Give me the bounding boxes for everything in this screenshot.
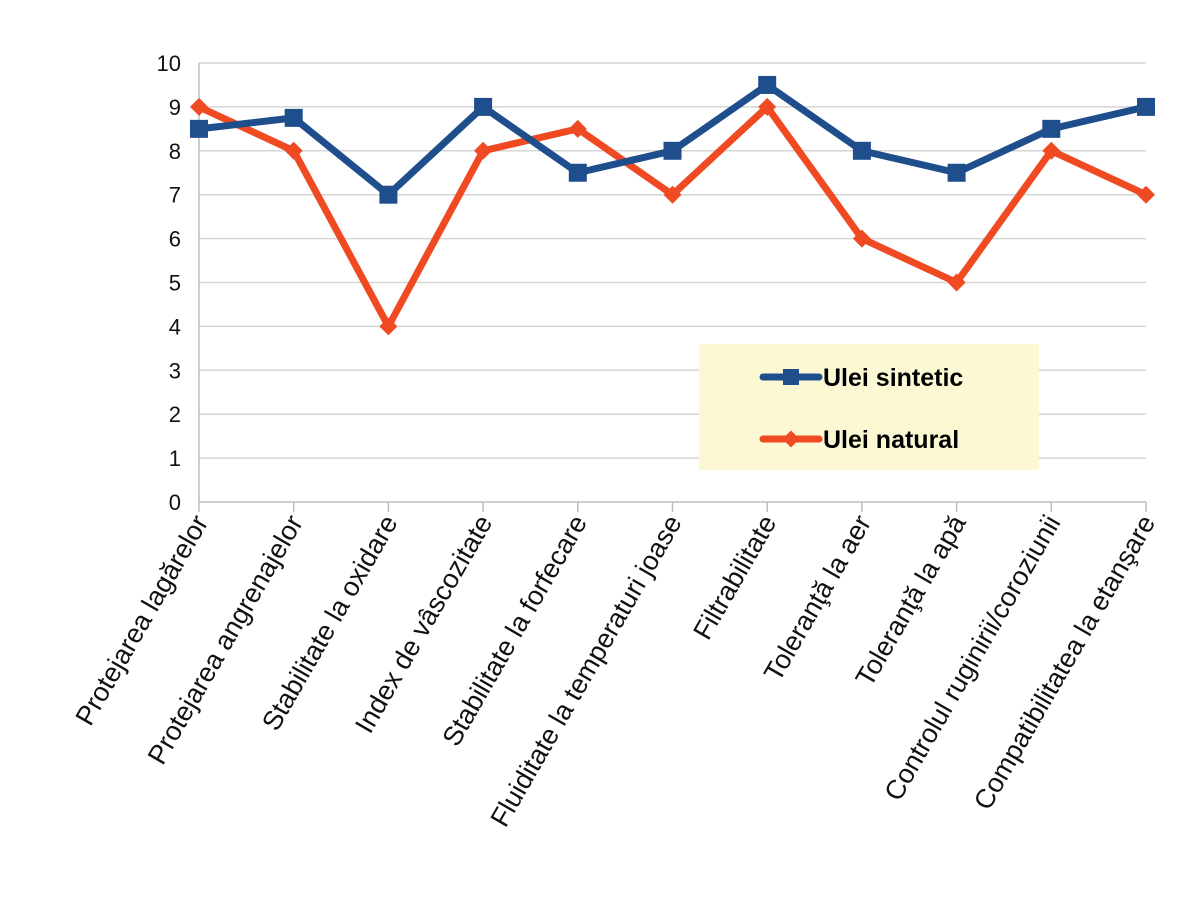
data-point xyxy=(663,185,682,204)
y-tick-label: 5 xyxy=(169,271,181,296)
data-point xyxy=(190,119,208,138)
data-point xyxy=(852,229,871,248)
series-line xyxy=(195,103,1150,330)
legend-label: Ulei sintetic xyxy=(823,364,963,392)
data-point xyxy=(1042,141,1061,160)
data-point xyxy=(852,141,871,160)
data-point xyxy=(947,163,966,182)
y-tick-label: 4 xyxy=(169,314,181,339)
data-point xyxy=(1137,185,1155,204)
legend-item: Ulei sintetic xyxy=(759,364,963,392)
data-point xyxy=(284,141,303,160)
y-tick-label: 7 xyxy=(169,183,181,208)
data-point xyxy=(474,141,493,160)
data-point xyxy=(284,108,303,127)
gridlines xyxy=(199,62,1146,459)
legend-marker xyxy=(782,430,800,448)
x-tick-label: Filtrabilitate xyxy=(687,510,782,645)
data-point xyxy=(758,75,777,94)
x-tick-label: Compatibilitatea la etanşare xyxy=(968,510,1161,815)
y-tick-label: 2 xyxy=(169,402,181,427)
legend-label: Ulei natural xyxy=(823,426,959,454)
x-tick-label: Controlul ruginirii/coroziunii xyxy=(878,510,1066,806)
series-0 xyxy=(190,75,1155,204)
legend-box xyxy=(699,344,1039,470)
data-point xyxy=(379,185,398,204)
series-line xyxy=(195,81,1150,199)
data-point xyxy=(947,273,966,292)
y-tick-label: 8 xyxy=(169,139,181,164)
y-tick-label: 0 xyxy=(169,490,181,515)
data-point xyxy=(379,317,398,336)
series xyxy=(190,75,1155,336)
legend-marker xyxy=(783,369,799,385)
y-tick-label: 1 xyxy=(169,446,181,471)
data-point xyxy=(568,163,587,182)
legend: Ulei sintetic Ulei natural xyxy=(699,344,1039,470)
legend-item: Ulei natural xyxy=(759,426,959,454)
series-1 xyxy=(190,97,1155,336)
data-point xyxy=(190,97,208,116)
y-tick-label: 3 xyxy=(169,358,181,383)
data-point xyxy=(663,141,682,160)
data-point xyxy=(758,97,777,116)
data-point xyxy=(1042,119,1061,138)
data-point xyxy=(474,97,493,116)
y-tick-label: 10 xyxy=(157,51,181,76)
x-tick-label: Fluiditate la temperaturi joase xyxy=(485,510,688,832)
data-point xyxy=(568,119,587,138)
data-point xyxy=(1137,97,1155,116)
y-tick-label: 9 xyxy=(169,95,181,120)
y-tick-labels: 0 1 2 3 4 5 6 7 8 9 10 xyxy=(157,51,181,515)
y-tick-label: 6 xyxy=(169,227,181,252)
